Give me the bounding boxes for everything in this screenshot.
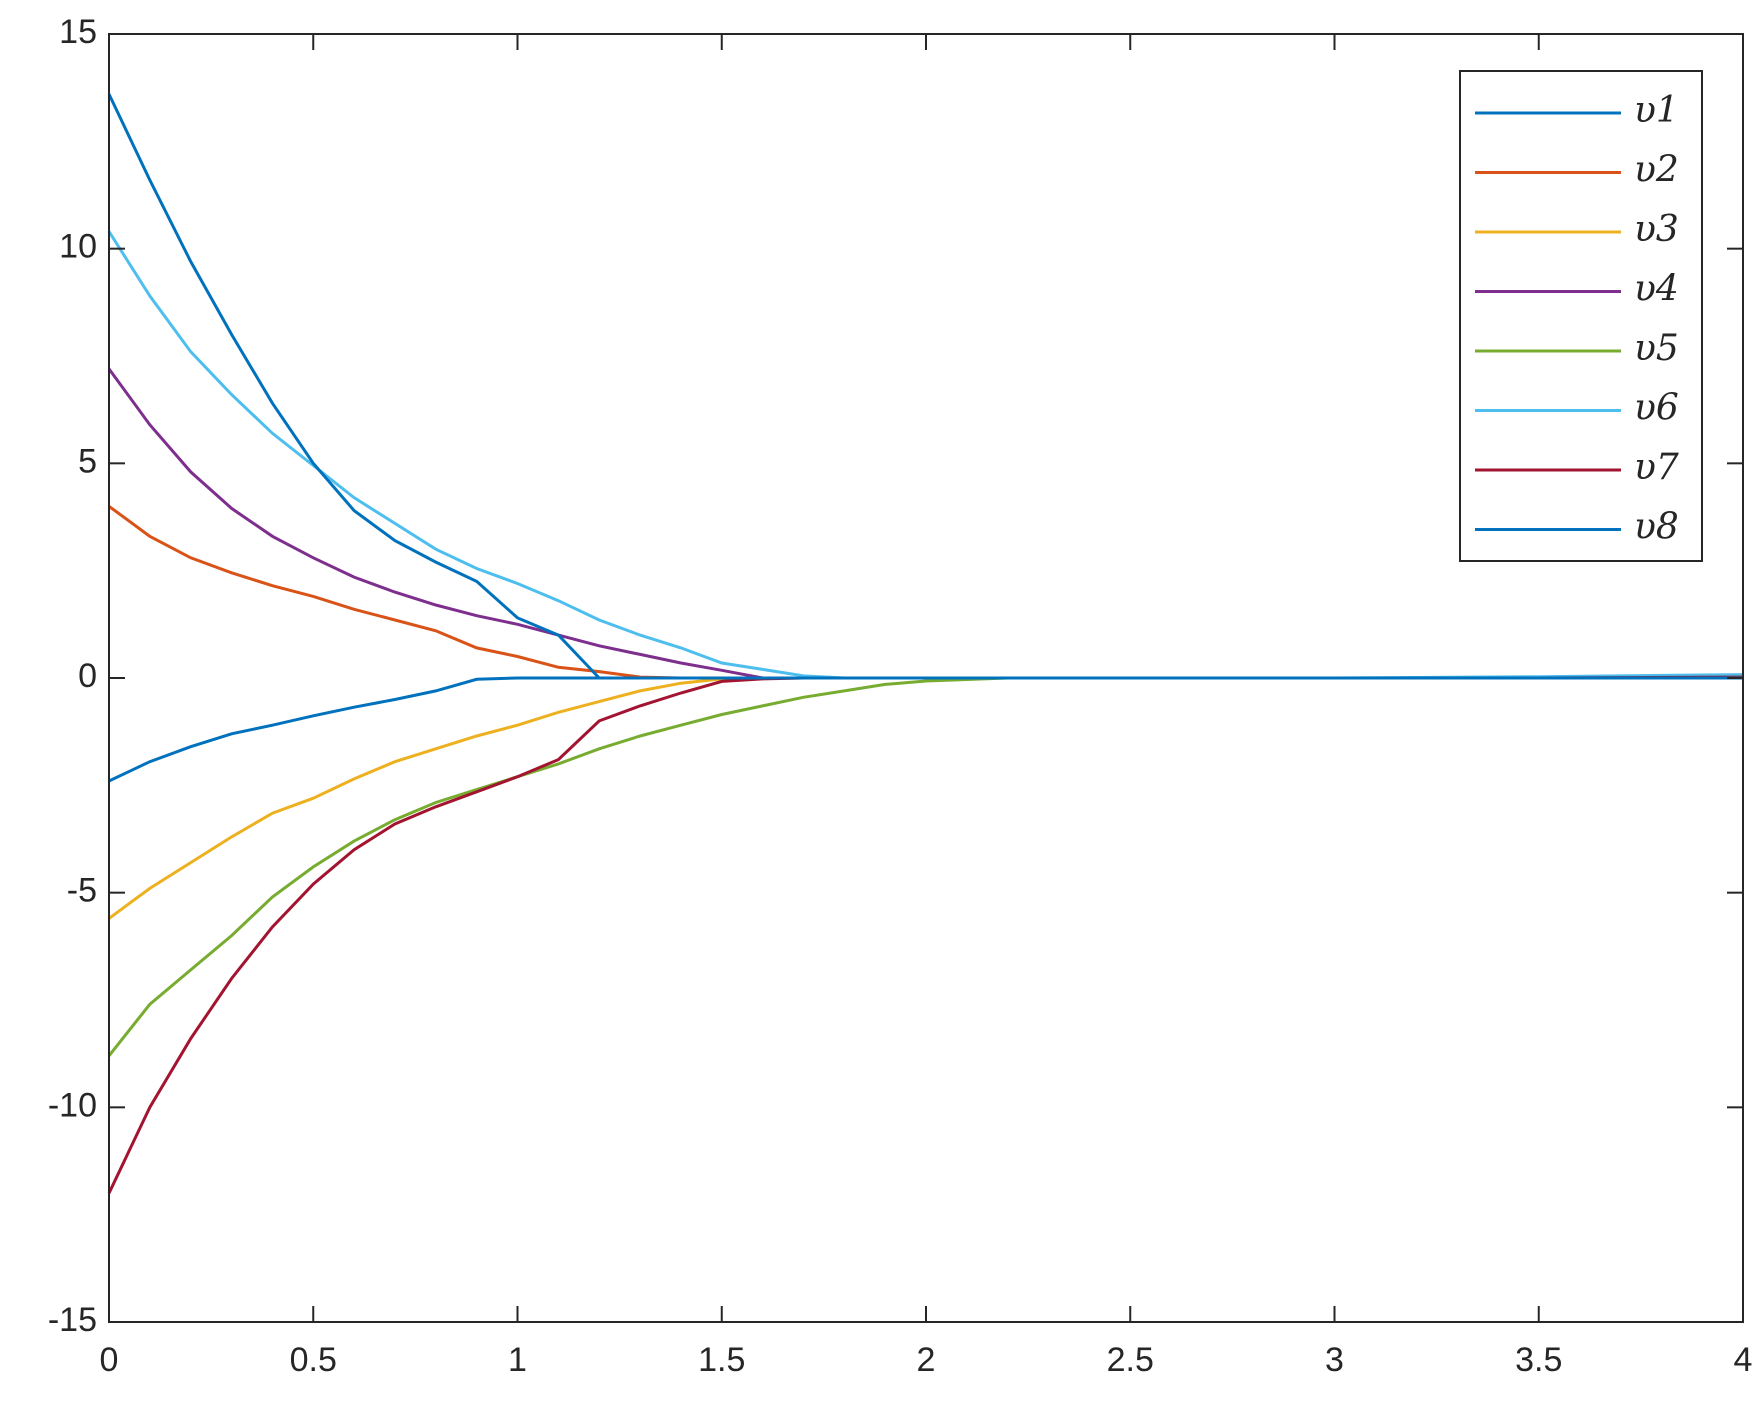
- x-tick-label: 4: [1734, 1341, 1753, 1379]
- legend-label: υ2: [1634, 150, 1679, 191]
- x-tick-label: 2.5: [1107, 1341, 1154, 1379]
- y-tick-label: 0: [78, 657, 97, 695]
- x-tick-label: 0: [100, 1341, 119, 1379]
- y-tick-label: -10: [48, 1086, 97, 1124]
- x-tick-label: 3.5: [1515, 1341, 1562, 1379]
- x-tick-label: 3: [1325, 1341, 1344, 1379]
- legend-label: υ1: [1634, 90, 1679, 131]
- legend: υ1 υ2 υ3 υ4 υ5 υ6 υ7 υ8: [1459, 70, 1703, 562]
- x-tick-label: 1: [508, 1341, 527, 1379]
- legend-label: υ3: [1634, 209, 1679, 250]
- series-line: [108, 676, 1743, 920]
- legend-label: υ4: [1634, 269, 1679, 310]
- series-line: [108, 676, 1743, 783]
- x-tick-label: 1.5: [698, 1341, 745, 1379]
- legend-box: [1459, 70, 1703, 562]
- y-tick-label: -15: [48, 1301, 97, 1339]
- legend-label: υ5: [1634, 328, 1679, 369]
- legend-label: υ7: [1634, 447, 1679, 488]
- y-tick-label: 10: [59, 228, 97, 266]
- series-line: [107, 676, 1743, 1057]
- series-line: [107, 93, 1743, 680]
- y-tick-label: 5: [78, 442, 97, 480]
- x-tick-label: 0.5: [290, 1341, 337, 1379]
- y-tick-label: 15: [59, 13, 97, 51]
- series-line: [107, 675, 1744, 1194]
- legend-label: υ8: [1634, 507, 1679, 548]
- y-tick-label: -5: [67, 872, 97, 910]
- x-tick-label: 2: [917, 1341, 936, 1379]
- legend-label: υ6: [1634, 388, 1679, 429]
